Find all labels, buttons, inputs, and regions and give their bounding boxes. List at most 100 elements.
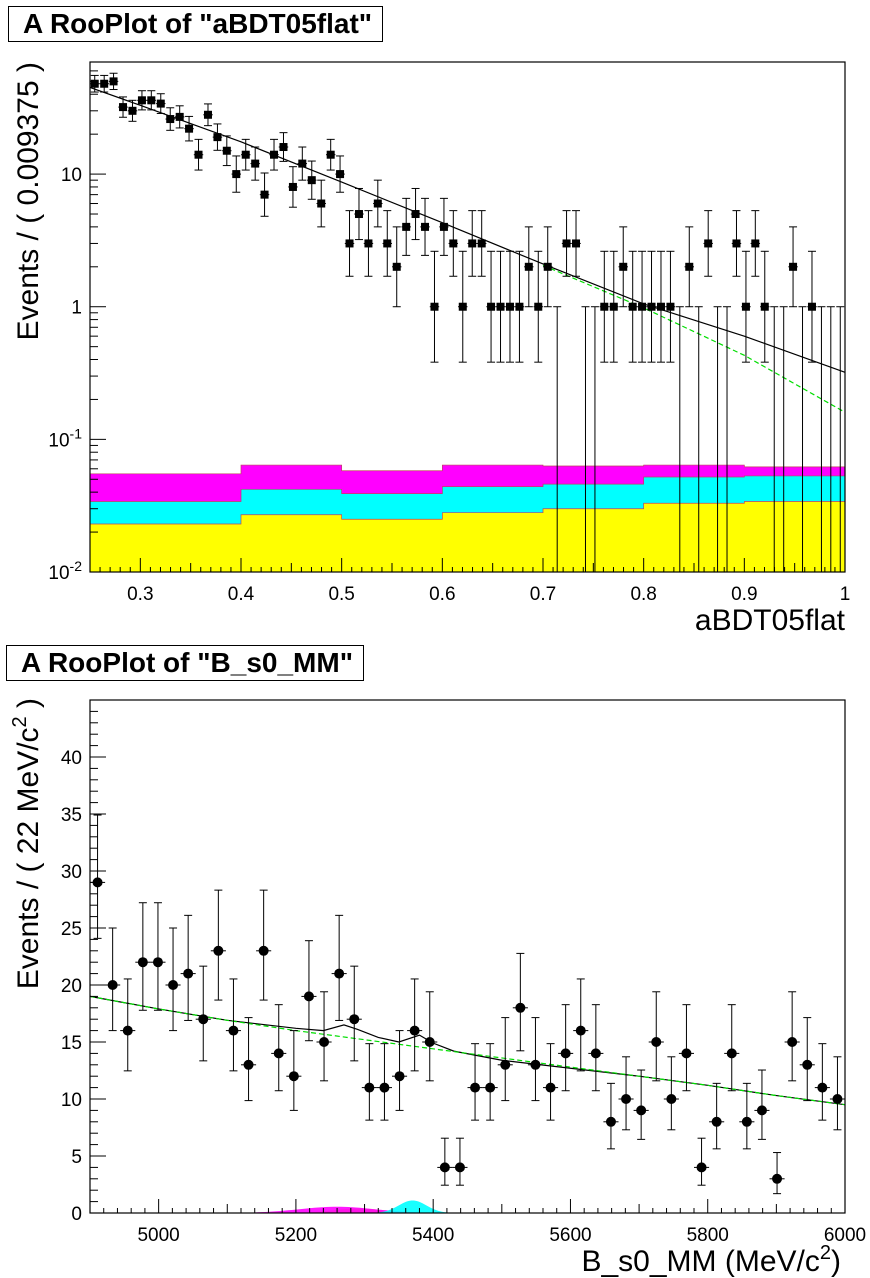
data-point	[704, 239, 713, 248]
data-point	[392, 262, 401, 271]
data-point	[373, 199, 382, 208]
data-point	[470, 1082, 481, 1093]
y-tick-label: 5	[71, 1147, 82, 1168]
x-tick-label: 1	[840, 584, 851, 605]
data-point	[122, 1025, 133, 1036]
data-point	[319, 1037, 330, 1047]
data-point	[260, 190, 269, 199]
data-point	[726, 1048, 737, 1059]
x-tick-label: 0.6	[429, 584, 455, 605]
data-point	[119, 103, 128, 112]
x-tick-label: 0.3	[127, 584, 153, 605]
data-point	[317, 199, 326, 208]
data-point	[621, 1094, 632, 1104]
data-point	[756, 1105, 767, 1116]
x-axis-label: B_s0_MM (MeV/c2)	[581, 1242, 841, 1278]
data-point	[600, 302, 609, 311]
data-point	[802, 1059, 813, 1070]
data-point	[334, 968, 345, 979]
data-point	[137, 957, 148, 968]
data-point	[711, 1116, 722, 1127]
data-point	[515, 302, 524, 311]
data-point	[213, 133, 222, 142]
data-point	[817, 1082, 828, 1093]
x-axis-label-text: B_s0_MM (MeV/c	[581, 1245, 819, 1278]
y-tick-label: 20	[61, 976, 82, 997]
y-tick-label: 35	[61, 805, 82, 826]
data-point	[562, 239, 571, 248]
data-point	[666, 302, 675, 311]
data-point	[222, 146, 231, 155]
data-point	[421, 222, 430, 231]
y-tick-label: 10	[61, 1090, 82, 1111]
y-tick-base: 10	[48, 563, 69, 584]
data-point	[128, 106, 137, 115]
data-point	[107, 980, 118, 990]
x-tick-label: 5400	[412, 1225, 454, 1246]
data-point	[530, 1059, 541, 1070]
data-point	[685, 262, 694, 271]
x-tick-label: 5200	[275, 1225, 317, 1246]
data-point	[628, 302, 637, 311]
data-point	[251, 159, 260, 168]
x-tick-label: 6000	[824, 1225, 866, 1246]
data-point	[345, 239, 354, 248]
data-point	[228, 1025, 239, 1036]
data-point	[166, 115, 175, 124]
data-point	[524, 262, 533, 271]
data-point	[454, 1162, 465, 1173]
stacked-band-0	[89, 501, 846, 573]
x-tick-label: 0.4	[228, 584, 255, 605]
x-tick-label: 0.9	[731, 584, 757, 605]
data-point	[288, 1071, 299, 1082]
y-axis-label-suffix: )	[12, 698, 45, 716]
data-point	[100, 79, 109, 88]
data-point	[336, 170, 345, 179]
data-point	[183, 968, 194, 979]
data-point	[439, 222, 448, 231]
top-chart-panel: 0.3 0.4 0.5 0.6 0.7 0.8 0.9 110-210-1110aBDT05f…	[12, 61, 851, 637]
data-point	[543, 262, 552, 271]
data-point	[732, 239, 741, 248]
data-point	[449, 239, 458, 248]
data-point	[411, 210, 420, 219]
data-point	[279, 143, 288, 152]
data-point	[298, 159, 307, 168]
y-axis-label-text: Events / ( 22 MeV/c	[12, 727, 45, 989]
data-point	[194, 150, 203, 159]
data-point	[307, 176, 316, 185]
data-point	[772, 1173, 783, 1184]
data-point	[656, 302, 665, 311]
data-point	[90, 79, 99, 88]
x-tick-label: 0.8	[630, 584, 656, 605]
data-point	[485, 1082, 496, 1093]
data-point	[468, 239, 477, 248]
y-tick-label: 15	[61, 1033, 82, 1054]
data-point	[288, 182, 297, 191]
data-point	[605, 1116, 616, 1127]
data-point	[496, 302, 505, 311]
data-point	[258, 945, 269, 956]
data-point	[137, 96, 146, 105]
y-axis-label: Events / ( 22 MeV/c2 )	[9, 698, 45, 989]
data-point	[787, 1037, 798, 1047]
data-point	[156, 99, 165, 108]
data-point	[303, 991, 314, 1002]
data-point	[430, 302, 439, 311]
y-tick-label: 10-1	[48, 425, 82, 451]
y-tick-label: 30	[61, 862, 82, 883]
data-point	[515, 1002, 526, 1013]
plot-frame	[89, 699, 846, 1214]
data-point	[379, 1082, 390, 1093]
data-point	[638, 302, 647, 311]
data-point	[647, 302, 656, 311]
data-point	[402, 222, 411, 231]
data-point	[751, 239, 760, 248]
data-point	[198, 1014, 209, 1025]
data-point	[741, 1116, 752, 1127]
y-tick-label: 40	[61, 748, 82, 769]
data-point	[349, 1014, 360, 1025]
data-point	[636, 1105, 647, 1116]
x-axis-label: aBDT05flat	[695, 604, 846, 637]
data-point	[147, 96, 156, 105]
